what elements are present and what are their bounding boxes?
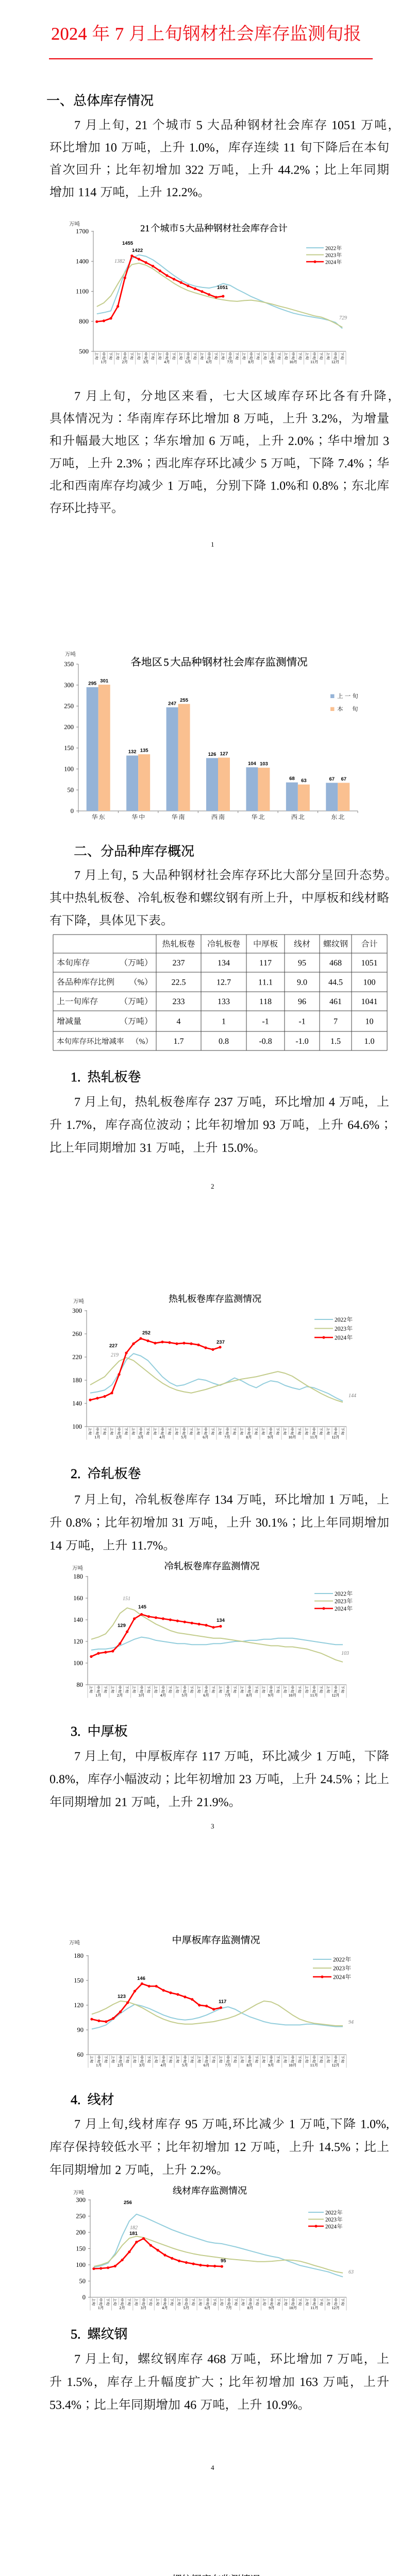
svg-text:301: 301 — [100, 678, 109, 684]
svg-text:219: 219 — [111, 1352, 119, 1358]
svg-text:68: 68 — [289, 776, 295, 782]
svg-text:729: 729 — [339, 315, 347, 321]
svg-text:117: 117 — [219, 1999, 226, 2005]
svg-text:95: 95 — [221, 2258, 226, 2264]
svg-text:151: 151 — [123, 1596, 130, 1602]
svg-text:181: 181 — [129, 2231, 138, 2236]
svg-text:94: 94 — [348, 2020, 354, 2025]
svg-text:145: 145 — [138, 1604, 147, 1610]
svg-text:146: 146 — [137, 1976, 145, 1981]
svg-text:135: 135 — [140, 748, 149, 754]
svg-text:104: 104 — [248, 761, 257, 767]
svg-text:129: 129 — [118, 1623, 126, 1629]
svg-text:256: 256 — [124, 2200, 132, 2206]
svg-text:1382: 1382 — [114, 259, 125, 264]
svg-text:63: 63 — [348, 2269, 354, 2275]
svg-text:252: 252 — [142, 1330, 151, 1336]
svg-text:1051: 1051 — [217, 285, 228, 291]
svg-text:237: 237 — [217, 1340, 225, 1345]
svg-text:144: 144 — [348, 1393, 356, 1399]
svg-text:127: 127 — [220, 751, 228, 757]
svg-text:103: 103 — [341, 1651, 349, 1656]
svg-text:67: 67 — [329, 776, 335, 782]
svg-text:227: 227 — [109, 1343, 118, 1349]
svg-text:103: 103 — [260, 761, 268, 767]
svg-text:247: 247 — [168, 701, 176, 706]
svg-text:123: 123 — [118, 1994, 126, 1999]
svg-text:132: 132 — [128, 749, 137, 755]
svg-text:126: 126 — [208, 752, 217, 757]
svg-text:134: 134 — [217, 1618, 225, 1623]
svg-text:63: 63 — [301, 778, 307, 784]
svg-text:182: 182 — [130, 2225, 138, 2231]
svg-text:1422: 1422 — [132, 248, 143, 253]
svg-text:295: 295 — [88, 681, 97, 686]
svg-text:67: 67 — [341, 776, 346, 782]
svg-text:1455: 1455 — [122, 241, 134, 246]
svg-text:255: 255 — [180, 698, 189, 703]
